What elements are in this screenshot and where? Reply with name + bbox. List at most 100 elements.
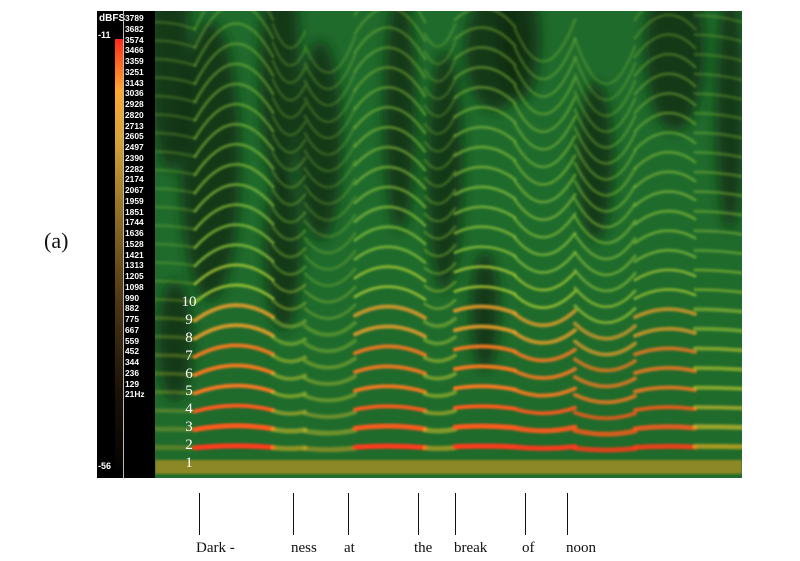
harmonic-band [573,357,637,373]
harmonic-band [633,131,697,152]
harmonic-band [633,111,697,133]
harmonic-band [633,268,697,282]
harmonic-label: 2 [185,437,193,453]
harmonic-band [423,170,457,188]
harmonic-band [353,85,427,116]
harmonic-band [193,323,275,341]
harmonic-band [633,72,697,96]
harmonic-band [693,307,742,314]
harmonic-band [453,384,517,392]
harmonic-band [193,363,275,377]
harmonic-band [423,243,457,258]
harmonic-band [155,57,197,68]
syllable-label: noon [566,540,596,556]
harmonic-band [513,134,577,169]
harmonic-band [693,385,742,391]
harmonic-band [423,41,457,66]
harmonic-band [633,33,697,59]
harmonic-band [453,404,517,411]
harmonic-band [453,11,517,29]
harmonic-band [693,190,742,198]
harmonic-band [513,251,577,274]
harmonic-band [155,131,197,140]
harmonic-label: 5 [185,383,193,399]
harmonic-band [193,183,275,213]
harmonic-band [453,65,517,86]
harmonic-band [633,189,697,208]
harmonic-band [303,410,357,419]
harmonic-band [453,205,517,220]
harmonic-band [353,324,427,339]
harmonic-band [513,115,577,151]
harmonic-band [453,105,517,124]
harmonic-band [423,353,457,364]
frequency-tick-label: 2713 [125,120,144,131]
harmonic-band [155,279,197,286]
harmonic-band [271,243,307,259]
harmonic-band [352,443,428,450]
harmonic-band [423,316,457,329]
panel-label: (a) [44,228,69,253]
harmonic-band [423,206,457,223]
harmonic-band [453,364,517,373]
harmonic-band [513,231,577,257]
frequency-tick-label: 1313 [125,260,144,271]
harmonic-band [453,125,517,143]
harmonic-band [271,41,307,67]
harmonic-band [573,339,637,357]
harmonic-band [271,390,307,399]
harmonic-band [693,13,742,24]
harmonic-band [693,326,742,333]
harmonic-band [423,114,457,136]
harmonic-band [155,20,197,31]
spectrogram [155,11,742,478]
harmonic-band [632,424,698,432]
harmonic-band [572,445,638,453]
harmonic-band [513,57,577,98]
harmonic-band [193,223,275,250]
harmonic-band [155,390,197,396]
harmonic-band [193,142,275,177]
dark-region [180,21,240,301]
harmonic-band [352,423,428,432]
harmonic-band [573,304,637,325]
harmonic-band [303,124,357,156]
frequency-tick-label: 1528 [125,238,144,249]
harmonic-band [693,131,742,140]
harmonic-band [303,213,357,238]
frequency-tick-label: 236 [125,367,139,378]
harmonic-band [155,408,197,414]
harmonic-band [693,33,742,43]
frequency-tick-label: 2174 [125,174,144,185]
syllable-marker [348,493,349,535]
harmonic-band [423,408,457,416]
harmonic-band [193,82,275,122]
harmonic-band [453,85,517,105]
harmonic-band [453,344,517,354]
harmonic-band [423,390,457,399]
harmonic-band [353,285,427,301]
harmonic-band [302,427,358,436]
syllable-label: at [344,540,355,556]
harmonic-band [693,72,742,82]
harmonic-band [303,267,357,288]
harmonic-band [513,212,577,239]
harmonic-band [353,185,427,209]
syllable-label: ness [291,540,317,556]
harmonic-band [423,225,457,241]
harmonic-band [453,324,517,335]
harmonic-band [453,145,517,162]
harmonic-band [193,42,275,86]
harmonic-band [693,92,742,101]
harmonic-band [353,225,427,246]
frequency-tick-label: 990 [125,292,139,303]
harmonic-band [271,225,307,241]
harmonic-band [353,265,427,283]
harmonic-band [693,288,742,294]
harmonic-band [155,353,197,359]
harmonic-band [155,316,197,323]
harmonic-band [155,426,198,433]
harmonic-band [513,154,577,186]
harmonic-band [573,72,637,118]
frequency-tick-label: 129 [125,378,139,389]
